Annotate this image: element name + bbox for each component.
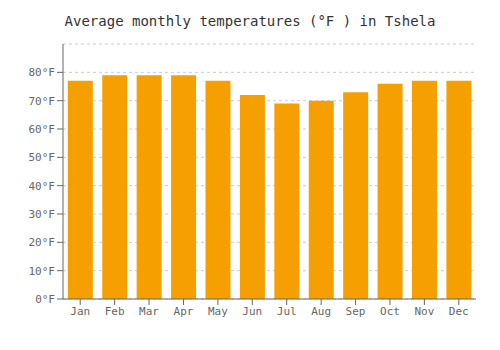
- svg-text:40°F: 40°F: [29, 180, 56, 193]
- svg-text:Jul: Jul: [277, 305, 297, 318]
- svg-text:Mar: Mar: [139, 305, 159, 318]
- svg-text:Apr: Apr: [174, 305, 194, 318]
- svg-text:Jan: Jan: [70, 305, 90, 318]
- svg-text:60°F: 60°F: [29, 123, 56, 136]
- svg-text:20°F: 20°F: [29, 236, 56, 249]
- svg-text:70°F: 70°F: [29, 95, 56, 108]
- svg-text:80°F: 80°F: [29, 66, 56, 79]
- svg-text:Nov: Nov: [414, 305, 434, 318]
- svg-text:10°F: 10°F: [29, 265, 56, 278]
- svg-text:0°F: 0°F: [35, 293, 55, 306]
- svg-text:30°F: 30°F: [29, 208, 56, 221]
- svg-text:Dec: Dec: [449, 305, 469, 318]
- svg-text:50°F: 50°F: [29, 151, 56, 164]
- svg-text:May: May: [208, 305, 228, 318]
- svg-text:Feb: Feb: [105, 305, 125, 318]
- html-text:Average monthly temperatures (: Average monthly temperatures (°F ) in Ts…: [64, 13, 436, 29]
- svg-text:Jun: Jun: [242, 305, 262, 318]
- svg-text:Aug: Aug: [311, 305, 331, 318]
- svg-text:Oct: Oct: [380, 305, 400, 318]
- svg-text:Sep: Sep: [346, 305, 366, 318]
